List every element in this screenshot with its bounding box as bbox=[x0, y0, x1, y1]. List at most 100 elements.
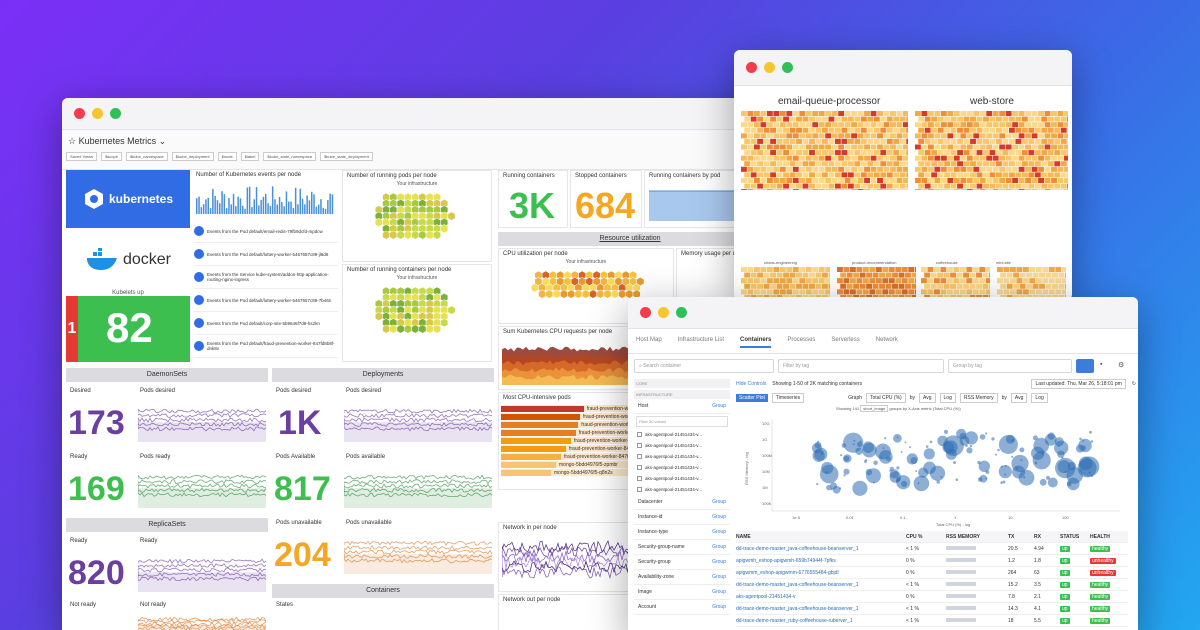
group-by-tag-input[interactable]: Group by tag bbox=[948, 359, 1072, 373]
scatter-point[interactable] bbox=[825, 471, 828, 474]
host-subgroup-map[interactable] bbox=[996, 266, 1066, 300]
gear-icon[interactable]: ⚙ bbox=[1118, 362, 1125, 369]
scatter-point[interactable] bbox=[936, 480, 940, 484]
scatter-point[interactable] bbox=[1057, 460, 1071, 474]
scatter-point[interactable] bbox=[852, 443, 855, 446]
scatter-point[interactable] bbox=[862, 442, 877, 458]
facet-group-link[interactable]: Group bbox=[712, 589, 726, 595]
checkbox[interactable] bbox=[637, 454, 642, 459]
scatter-point[interactable] bbox=[991, 437, 995, 441]
scatter-point[interactable] bbox=[1057, 445, 1060, 447]
column-header[interactable]: CPU % bbox=[906, 533, 923, 540]
x-aggregation-select[interactable]: Avg bbox=[919, 393, 936, 403]
scatter-point[interactable] bbox=[826, 484, 832, 491]
scatter-point[interactable] bbox=[843, 432, 864, 453]
hide-controls-link[interactable]: Hide Controls bbox=[736, 381, 767, 387]
close-window-button[interactable] bbox=[640, 307, 651, 318]
scatter-point[interactable] bbox=[1039, 478, 1047, 486]
scatter-point[interactable] bbox=[843, 474, 846, 477]
cpu-pod-row[interactable]: fraud-prevention-worker-847fd8b8f-xdr6m bbox=[501, 429, 671, 437]
scatter-point[interactable] bbox=[1079, 437, 1082, 441]
close-window-button[interactable] bbox=[74, 108, 85, 119]
scatter-point[interactable] bbox=[997, 448, 1000, 452]
container-name[interactable]: apigwmh_eshop-apigwmh-659b74944f-7pfks bbox=[736, 557, 836, 564]
y-scale-select[interactable]: Log bbox=[1031, 393, 1048, 403]
scatter-point[interactable] bbox=[896, 466, 900, 470]
table-row[interactable]: dd-trace-demo-master_java-coffeehouse-be… bbox=[736, 603, 1128, 615]
maximize-window-button[interactable] bbox=[782, 62, 793, 73]
scatter-point[interactable] bbox=[832, 485, 841, 494]
event-item[interactable]: Events from the Pod default/email-redis-… bbox=[194, 220, 338, 243]
tab-network[interactable]: Network bbox=[875, 337, 898, 343]
scatter-point[interactable] bbox=[1080, 445, 1086, 451]
filter-by-tag-input[interactable]: Filter by tag bbox=[778, 359, 944, 373]
host-subgroup-map[interactable] bbox=[740, 266, 830, 300]
scatter-point[interactable] bbox=[998, 465, 1012, 479]
scatter-point[interactable] bbox=[977, 460, 981, 465]
container-name[interactable]: apigwmm_eshop-apigwmm-6776555484-gbjdl bbox=[736, 569, 839, 576]
scatter-point[interactable] bbox=[908, 446, 911, 449]
host-subgroup-map[interactable] bbox=[920, 266, 990, 300]
column-header[interactable]: STATUS bbox=[1060, 533, 1080, 540]
container-name[interactable]: dd-trace-demo-master_java-coffeehouse-be… bbox=[736, 581, 859, 588]
star-icon[interactable]: ☆ bbox=[68, 136, 77, 146]
scatter-point[interactable] bbox=[1054, 440, 1069, 455]
facet-security-group-name[interactable]: Security-group-name Group bbox=[634, 540, 730, 555]
scatter-point[interactable] bbox=[923, 461, 936, 475]
scatter-point[interactable] bbox=[866, 468, 881, 484]
host-checkbox-item[interactable]: aks-agentpool-21451434-v... bbox=[634, 429, 730, 440]
facet-security-group[interactable]: Security-group Group bbox=[634, 555, 730, 570]
cpu-pod-row[interactable]: fraud-prevention-worker-847fd8b8f-jqxqf bbox=[501, 445, 671, 453]
scatter-point[interactable] bbox=[880, 456, 883, 459]
tab-processes[interactable]: Processes bbox=[787, 337, 816, 343]
scatter-point[interactable] bbox=[978, 460, 990, 472]
scatter-point[interactable] bbox=[979, 474, 988, 483]
checkbox[interactable] bbox=[637, 476, 642, 481]
template-variable-filter[interactable]: $node bbox=[217, 152, 237, 161]
facet-instance-type[interactable]: Instance-type Group bbox=[634, 525, 730, 540]
scatter-point[interactable] bbox=[923, 448, 935, 460]
scatter-point[interactable] bbox=[1011, 455, 1014, 458]
scatter-point[interactable] bbox=[994, 453, 997, 456]
x-scale-select[interactable]: Log bbox=[939, 393, 956, 403]
scatter-point[interactable] bbox=[1046, 475, 1050, 480]
close-window-button[interactable] bbox=[746, 62, 757, 73]
host-checkbox-item[interactable]: aks-agentpool-21451434-v... bbox=[634, 473, 730, 484]
container-name[interactable]: dd-trace-demo-master_java-coffeehouse-be… bbox=[736, 605, 859, 612]
timeseries-tab[interactable]: Timeseries bbox=[771, 393, 805, 403]
scatter-point[interactable] bbox=[1002, 480, 1006, 484]
facet-group-link[interactable]: Group bbox=[712, 574, 726, 580]
facet-group-link[interactable]: Group bbox=[712, 544, 726, 550]
scatter-point[interactable] bbox=[852, 480, 868, 496]
maximize-window-button[interactable] bbox=[110, 108, 121, 119]
scatter-point[interactable] bbox=[1091, 474, 1094, 477]
scatter-point[interactable] bbox=[910, 457, 918, 464]
cpu-pod-row[interactable]: fraud-prevention-worker-847fd8b8f-8jcrd bbox=[501, 453, 671, 461]
x-metric-select[interactable]: Total CPU (%) bbox=[866, 393, 906, 403]
cpu-pod-row[interactable]: fraud-prevention-worker-847fd8b8f-w6wt7 bbox=[501, 421, 671, 429]
scatter-point[interactable] bbox=[1000, 465, 1003, 468]
host-checkbox-item[interactable]: aks-agentpool-21451434-v... bbox=[634, 462, 730, 473]
scatter-point[interactable] bbox=[893, 433, 902, 443]
scatter-point[interactable] bbox=[915, 470, 918, 472]
scatter-point[interactable] bbox=[889, 466, 894, 471]
scatter-point[interactable] bbox=[1005, 434, 1015, 444]
tab-host-map[interactable]: Host Map bbox=[636, 337, 662, 343]
y-metric-select[interactable]: RSS Memory bbox=[959, 393, 998, 403]
scatter-point[interactable] bbox=[840, 454, 843, 457]
column-header[interactable]: RSS MEMORY bbox=[946, 533, 980, 540]
lock-icon[interactable]: ▪ bbox=[1100, 361, 1103, 368]
template-variable-filter[interactable]: $scope bbox=[101, 152, 122, 161]
host-group-web-store-map[interactable] bbox=[914, 110, 1068, 190]
scatter-group-tag[interactable]: short_image bbox=[860, 405, 889, 412]
maximize-window-button[interactable] bbox=[676, 307, 687, 318]
scatter-point[interactable] bbox=[1012, 465, 1026, 479]
scatter-point[interactable] bbox=[969, 444, 973, 448]
table-row[interactable]: apigwmh_eshop-apigwmh-659b74944f-7pfks 0 … bbox=[736, 555, 1128, 567]
scatter-point[interactable] bbox=[1023, 476, 1026, 479]
scatter-point[interactable] bbox=[811, 443, 823, 454]
facet-account[interactable]: Account Group bbox=[634, 600, 730, 615]
cpu-pod-row[interactable]: fraud-prevention-worker-847fd8b8f-w8mhd bbox=[501, 413, 671, 421]
tab-containers[interactable]: Containers bbox=[740, 337, 772, 348]
scatter-point[interactable] bbox=[904, 441, 907, 444]
